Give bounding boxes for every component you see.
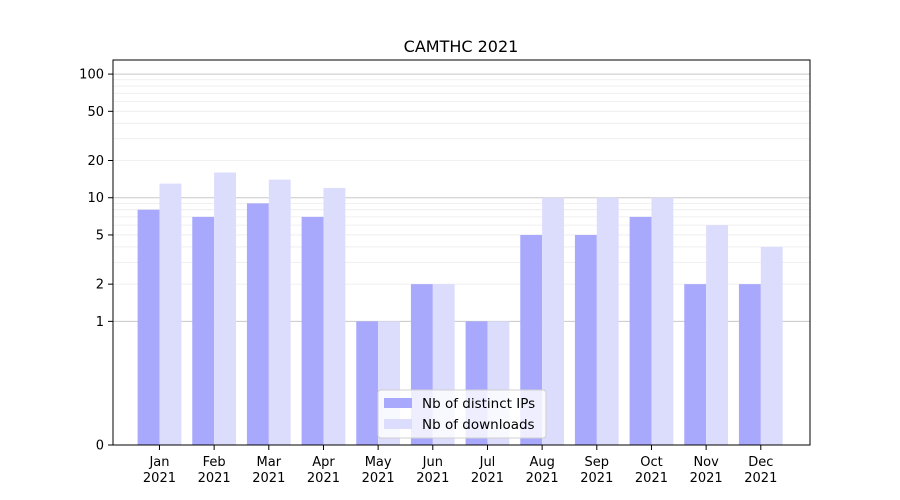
x-tick-label-year: 2021	[635, 471, 668, 486]
bar-distinct-ips-apr	[301, 216, 324, 445]
x-tick-label-month: Jun	[422, 455, 443, 470]
x-tick-label-month: Jul	[479, 455, 496, 470]
x-tick-label-year: 2021	[307, 471, 340, 486]
bar-downloads-dec	[760, 246, 783, 445]
x-tick-label-year: 2021	[362, 471, 395, 486]
bar-downloads-aug	[542, 197, 564, 445]
x-tick-label-month: Sep	[585, 455, 610, 470]
x-tick-label-month: Oct	[640, 455, 662, 470]
bar-downloads-apr	[323, 187, 346, 445]
x-tick-label-month: Feb	[203, 455, 226, 470]
legend-label: Nb of downloads	[422, 417, 535, 433]
plot-frame	[112, 59, 811, 446]
x-tick-label-year: 2021	[471, 471, 504, 486]
bar-distinct-ips-dec	[738, 284, 761, 445]
y-tick-label: 2	[96, 278, 104, 293]
legend-label: Nb of distinct IPs	[422, 396, 535, 412]
x-tick-label-year: 2021	[744, 471, 777, 486]
y-tick-label: 20	[87, 154, 104, 169]
bar-downloads-oct	[651, 197, 674, 445]
bar-distinct-ips-oct	[629, 216, 652, 445]
chart-title: CAMTHC 2021	[404, 37, 519, 56]
bar-distinct-ips-jan	[137, 209, 160, 445]
x-tick-label-month: Aug	[529, 455, 554, 470]
x-tick-label-year: 2021	[198, 471, 231, 486]
y-tick-label: 10	[87, 191, 104, 206]
x-axis: Jan2021Feb2021Mar2021Apr2021May2021Jun20…	[143, 445, 777, 486]
y-tick-label: 1	[96, 315, 104, 330]
x-tick-label-month: Nov	[693, 455, 719, 470]
bar-downloads-nov	[706, 225, 728, 445]
bar-distinct-ips-sep	[574, 234, 597, 445]
x-tick-label-month: Mar	[257, 455, 282, 470]
x-tick-label-year: 2021	[526, 471, 559, 486]
x-tick-label-month: May	[365, 455, 392, 470]
y-tick-label: 100	[79, 68, 104, 83]
bar-distinct-ips-may	[356, 321, 379, 445]
x-tick-label-year: 2021	[252, 471, 285, 486]
legend: Nb of distinct IPs Nb of downloads	[377, 389, 547, 439]
bar-distinct-ips-mar	[246, 203, 269, 445]
legend-swatch	[384, 419, 412, 429]
x-tick-label-month: Dec	[748, 455, 773, 470]
bar-downloads-mar	[268, 179, 291, 446]
y-tick-label: 5	[96, 228, 104, 243]
x-tick-label-year: 2021	[416, 471, 449, 486]
legend-swatch	[384, 398, 412, 408]
bar-distinct-ips-feb	[192, 216, 215, 445]
x-tick-label-year: 2021	[143, 471, 176, 486]
bar-downloads-sep	[596, 197, 619, 445]
x-tick-label-year: 2021	[580, 471, 613, 486]
bar-downloads-feb	[214, 172, 236, 446]
legend-box	[377, 389, 547, 439]
y-tick-label: 0	[96, 439, 104, 454]
x-tick-label-month: Apr	[312, 455, 335, 470]
x-tick-label-year: 2021	[690, 471, 723, 486]
y-tick-label: 50	[87, 105, 104, 120]
bar-distinct-ips-nov	[684, 284, 707, 445]
bar-downloads-jan	[159, 183, 182, 445]
x-tick-label-month: Jan	[148, 455, 169, 470]
y-axis: 0 1 2 5 10 20 50 100	[79, 68, 113, 454]
